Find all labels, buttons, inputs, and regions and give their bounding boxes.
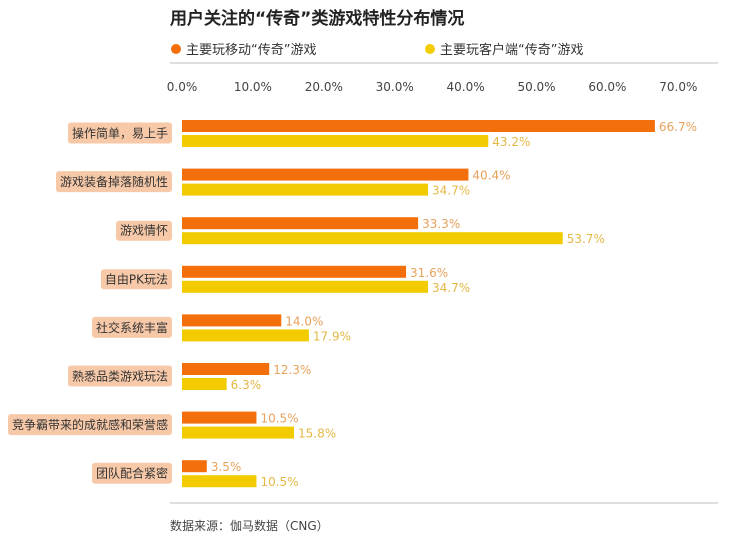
bar-mobile [182, 168, 469, 181]
category-label-bg [91, 462, 172, 484]
bar-client [182, 475, 257, 488]
x-tick-label: 30.0% [376, 80, 414, 94]
value-label-mobile: 33.3% [422, 217, 460, 231]
category-label-bg [115, 220, 172, 241]
bar-client [182, 329, 309, 342]
value-label-mobile: 66.7% [659, 120, 697, 134]
x-tick-label: 50.0% [517, 80, 555, 94]
x-tick-label: 0.0% [167, 80, 198, 94]
x-tick-label: 40.0% [447, 80, 485, 94]
value-label-mobile: 14.0% [285, 314, 323, 328]
bar-client [182, 426, 295, 439]
category-label-bg [67, 122, 172, 144]
category-label-bg [91, 316, 172, 338]
bar-mobile [182, 411, 257, 424]
category-label-bg [55, 171, 172, 193]
category-label-bg [100, 269, 172, 290]
legend-marker-client [425, 44, 435, 54]
value-label-mobile: 10.5% [260, 412, 298, 426]
category-label: 熟悉品类游戏玩法 [72, 369, 168, 384]
bar-mobile [182, 314, 282, 327]
source-note: 数据来源：伽马数据（CNG） [170, 518, 329, 533]
value-label-client: 10.5% [260, 475, 298, 489]
value-labels: 66.7%43.2%40.4%34.7%33.3%53.7%31.6%34.7%… [211, 120, 697, 489]
bar-client [182, 183, 429, 196]
value-label-client: 6.3% [231, 378, 261, 392]
value-label-mobile: 12.3% [273, 363, 311, 377]
bar-client [182, 135, 489, 147]
x-tick-label: 70.0% [659, 80, 697, 94]
value-label-client: 34.7% [432, 184, 470, 198]
bar-mobile [182, 120, 655, 132]
value-label-client: 34.7% [432, 281, 470, 295]
bar-mobile [182, 460, 207, 473]
category-label: 自由PK玩法 [105, 272, 168, 286]
value-label-mobile: 40.4% [472, 169, 510, 183]
category-label: 团队配合紧密 [96, 466, 168, 481]
legend: 主要玩移动“传奇”游戏 主要玩客户端“传奇”游戏 [171, 42, 583, 58]
legend-label-mobile: 主要玩移动“传奇”游戏 [186, 42, 316, 58]
category-label-bg [7, 414, 172, 436]
category-label: 社交系统丰富 [96, 320, 168, 335]
category-label-bg [67, 365, 172, 387]
category-label: 竞争霸带来的成就感和荣誉感 [12, 417, 168, 432]
x-axis-ticks: 0.0% 10.0% 20.0% 30.0% 40.0% 50.0% 60.0% 70.0% [167, 80, 698, 94]
value-label-client: 43.2% [492, 135, 530, 149]
bar-client [182, 280, 429, 293]
bar-mobile [182, 217, 419, 230]
bar-client [182, 378, 227, 390]
category-label: 游戏情怀 [120, 224, 168, 238]
category-label: 游戏装备掉落随机性 [60, 174, 168, 189]
value-label-client: 17.9% [313, 329, 351, 343]
value-label-mobile: 3.5% [211, 460, 242, 474]
value-label-mobile: 31.6% [410, 266, 448, 280]
bar-mobile [182, 265, 407, 278]
x-tick-label: 60.0% [588, 80, 626, 94]
chart-title: 用户关注的“传奇”类游戏特性分布情况 [170, 8, 464, 29]
bar-mobile [182, 363, 270, 375]
bars [182, 120, 655, 488]
x-tick-label: 10.0% [234, 80, 272, 94]
x-tick-label: 20.0% [305, 80, 343, 94]
bar-client [182, 232, 563, 245]
legend-marker-mobile [171, 44, 181, 54]
legend-label-client: 主要玩客户端“传奇”游戏 [440, 42, 583, 58]
value-label-client: 15.8% [298, 427, 336, 441]
category-label: 操作简单，易上手 [72, 126, 168, 141]
category-labels: 操作简单，易上手游戏装备掉落随机性游戏情怀自由PK玩法社交系统丰富熟悉品类游戏玩… [7, 122, 172, 484]
value-label-client: 53.7% [567, 232, 605, 246]
